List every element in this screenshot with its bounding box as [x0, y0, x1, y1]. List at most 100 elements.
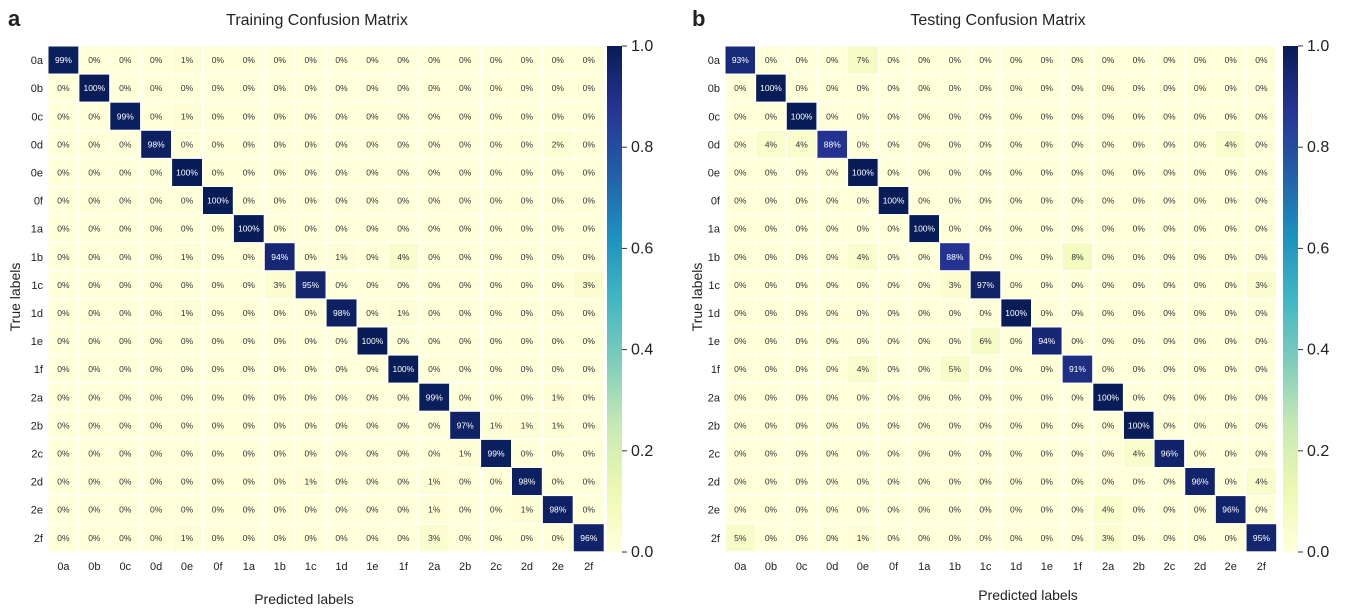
cell-value-label: 0%	[397, 196, 410, 206]
cell-value-label: 0%	[490, 111, 503, 121]
cell-value-label: 0%	[949, 196, 962, 206]
matrix-cell	[969, 438, 1002, 468]
matrix-cell	[1245, 410, 1278, 440]
cell-value-label: 93%	[732, 55, 749, 65]
cell-value-label: 0%	[1102, 224, 1115, 234]
cell-value-label: 0%	[212, 336, 225, 346]
cell-value-label: 1%	[305, 477, 318, 487]
cell-value-label: 0%	[88, 55, 101, 65]
cell-value-label: 0%	[826, 83, 839, 93]
matrix-cell	[1061, 326, 1094, 356]
cell-value-label: 0%	[979, 448, 992, 458]
matrix-cell	[511, 523, 543, 553]
matrix-cell	[1153, 186, 1186, 216]
matrix-cell	[294, 101, 327, 131]
matrix-cell	[325, 157, 358, 187]
col-tick-label: 0d	[826, 561, 838, 573]
cell-value-label: 0%	[397, 167, 410, 177]
cell-value-label: 0%	[1071, 392, 1084, 402]
cell-value-label: 0%	[1102, 308, 1115, 318]
cell-value-label: 0%	[1194, 55, 1207, 65]
cell-value-label: 0%	[552, 111, 565, 121]
cell-value-label: 0%	[734, 196, 747, 206]
matrix-cell	[47, 354, 80, 384]
cell-value-label: 0%	[57, 224, 70, 234]
cell-value-label: 0%	[1255, 196, 1268, 206]
cell-value-label: 0%	[1133, 196, 1146, 206]
cell-value-label: 0%	[366, 139, 379, 149]
matrix-cell	[1245, 214, 1278, 244]
colorbar-tick-label: 1.0	[631, 38, 653, 55]
matrix-cell	[877, 242, 910, 272]
cell-value-label: 0%	[1010, 420, 1023, 430]
matrix-cell	[109, 157, 142, 187]
cell-value-label: 0%	[305, 196, 318, 206]
cell-value-label: 4%	[1225, 139, 1238, 149]
cell-value-label: 0%	[490, 252, 503, 262]
matrix-cell	[541, 298, 574, 328]
matrix-cell	[418, 101, 451, 131]
cell-value-label: 5%	[734, 533, 747, 543]
cell-value-label: 3%	[583, 280, 596, 290]
matrix-cell	[356, 101, 389, 131]
panel-b-colorbar-ticks: 0.0 0.2 0.4 0.6 0.8 1.0	[1298, 38, 1329, 561]
matrix-cell	[47, 382, 80, 412]
cell-value-label: 0%	[795, 420, 808, 430]
cell-value-label: 0%	[1163, 224, 1176, 234]
cell-value-label: 0%	[274, 420, 287, 430]
matrix-cell	[1153, 467, 1186, 497]
matrix-cell	[1184, 73, 1216, 103]
matrix-cell	[47, 101, 80, 131]
cell-value-label: 0%	[1194, 280, 1207, 290]
col-tick-label: 0c	[796, 561, 808, 573]
cell-value-label: 0%	[1225, 420, 1238, 430]
matrix-cell	[232, 326, 265, 356]
matrix-cell	[816, 382, 849, 412]
col-tick-label: 2e	[1225, 561, 1237, 573]
cell-value-label: 0%	[949, 224, 962, 234]
cell-value-label: 0%	[274, 392, 287, 402]
cell-value-label: 0%	[119, 392, 132, 402]
cell-value-label: 100%	[883, 196, 905, 206]
panel-b-row-labels: 0a 0b 0c 0d 0e 0f 1a 1b 1c 1d 1e 1f 2a 2b 2c 2d 2e 2f	[708, 55, 721, 545]
matrix-cell	[939, 438, 971, 468]
cell-value-label: 0%	[857, 196, 870, 206]
matrix-cell	[908, 214, 941, 244]
cell-value-label: 0%	[88, 224, 101, 234]
cell-value-label: 0%	[366, 477, 379, 487]
matrix-cell	[418, 354, 451, 384]
matrix-cell	[480, 326, 513, 356]
matrix-cell	[171, 186, 204, 216]
cell-value-label: 0%	[490, 505, 503, 515]
cell-value-label: 0%	[826, 280, 839, 290]
cell-value-label: 0%	[1133, 55, 1146, 65]
row-tick-label: 0a	[708, 55, 721, 67]
cell-value-label: 0%	[428, 336, 441, 346]
cell-value-label: 0%	[734, 505, 747, 515]
cell-value-label: 0%	[428, 420, 441, 430]
matrix-cell	[1245, 354, 1278, 384]
cell-value-label: 0%	[1194, 196, 1207, 206]
cell-value-label: 0%	[305, 139, 318, 149]
matrix-cell	[202, 438, 234, 468]
cell-value-label: 0%	[949, 308, 962, 318]
cell-value-label: 0%	[887, 308, 900, 318]
matrix-cell	[1153, 101, 1186, 131]
matrix-cell	[847, 410, 879, 440]
matrix-cell	[572, 298, 605, 328]
matrix-cell	[356, 298, 389, 328]
cell-value-label: 0%	[949, 533, 962, 543]
cell-value-label: 0%	[305, 83, 318, 93]
cell-value-label: 0%	[979, 420, 992, 430]
cell-value-label: 0%	[366, 111, 379, 121]
matrix-cell	[847, 214, 879, 244]
cell-value-label: 0%	[1010, 196, 1023, 206]
matrix-cell	[1122, 101, 1155, 131]
matrix-cell	[78, 157, 111, 187]
matrix-cell	[785, 495, 818, 525]
cell-value-label: 0%	[1255, 364, 1268, 374]
col-tick-label: 2f	[1257, 561, 1267, 573]
cell-value-label: 0%	[119, 364, 132, 374]
cell-value-label: 0%	[1194, 392, 1207, 402]
cell-value-label: 0%	[428, 167, 441, 177]
